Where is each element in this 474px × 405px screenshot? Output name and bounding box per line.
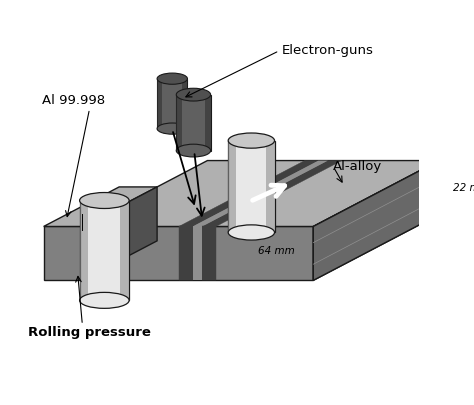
Polygon shape — [313, 160, 439, 280]
Polygon shape — [193, 160, 328, 226]
Text: 22 mm: 22 mm — [453, 183, 474, 192]
Text: 64 mm: 64 mm — [258, 246, 295, 256]
Polygon shape — [266, 141, 274, 232]
Ellipse shape — [228, 133, 274, 148]
Text: Electron-guns: Electron-guns — [281, 44, 373, 57]
Polygon shape — [44, 226, 82, 280]
Polygon shape — [179, 226, 193, 280]
Polygon shape — [205, 95, 210, 151]
Polygon shape — [193, 226, 202, 280]
Polygon shape — [228, 141, 274, 232]
Polygon shape — [80, 200, 129, 301]
Polygon shape — [82, 226, 313, 280]
Text: Al 99.998: Al 99.998 — [42, 94, 105, 107]
Polygon shape — [313, 160, 439, 280]
Polygon shape — [157, 79, 187, 129]
Polygon shape — [82, 187, 157, 280]
Polygon shape — [80, 200, 88, 301]
Ellipse shape — [80, 292, 129, 308]
Ellipse shape — [157, 123, 187, 134]
Ellipse shape — [157, 73, 187, 84]
Polygon shape — [120, 200, 129, 301]
Ellipse shape — [176, 88, 210, 101]
Polygon shape — [179, 160, 319, 226]
Polygon shape — [202, 160, 342, 226]
Polygon shape — [182, 79, 187, 129]
Polygon shape — [82, 160, 439, 226]
Polygon shape — [202, 226, 216, 280]
Polygon shape — [228, 141, 237, 232]
Polygon shape — [176, 95, 182, 151]
Ellipse shape — [228, 225, 274, 240]
Text: Rolling pressure: Rolling pressure — [28, 326, 151, 339]
Ellipse shape — [80, 192, 129, 209]
Polygon shape — [157, 79, 163, 129]
Ellipse shape — [176, 144, 210, 157]
Polygon shape — [176, 95, 210, 151]
Polygon shape — [44, 187, 157, 226]
Text: Al-alloy: Al-alloy — [333, 160, 383, 173]
